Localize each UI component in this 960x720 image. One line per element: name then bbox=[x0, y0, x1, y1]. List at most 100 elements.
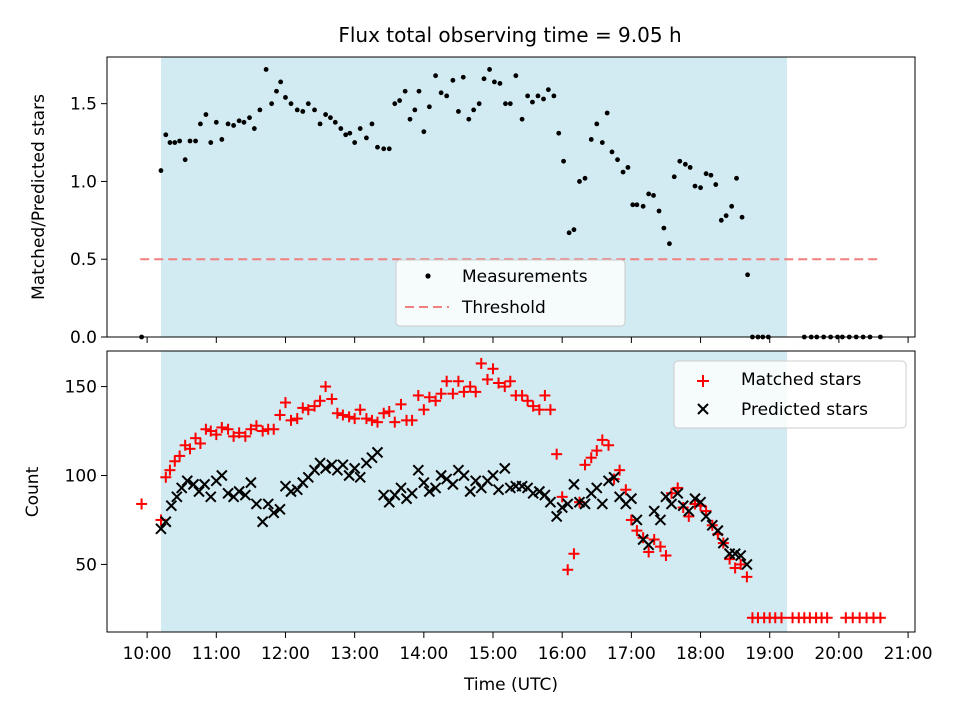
matched-star-point bbox=[533, 404, 545, 416]
matched-star-point bbox=[331, 407, 343, 419]
predicted-star-point bbox=[406, 487, 418, 499]
measurement-point bbox=[604, 110, 610, 116]
measurement-point bbox=[566, 230, 572, 236]
measurement-point bbox=[661, 225, 667, 231]
predicted-star-point bbox=[568, 478, 580, 491]
predicted-star-point bbox=[492, 484, 505, 496]
measurement-point bbox=[364, 135, 369, 141]
legend-threshold-label: Threshold bbox=[461, 298, 546, 318]
x-axis-label: Time (UTC) bbox=[463, 675, 558, 695]
measurement-point bbox=[392, 101, 398, 107]
matched-star-point bbox=[371, 416, 383, 428]
matched-star-point bbox=[493, 377, 505, 389]
measurement-point bbox=[615, 157, 620, 163]
x-tick-label: 17:00 bbox=[607, 644, 656, 664]
predicted-star-point bbox=[631, 514, 643, 526]
predicted-star-point bbox=[371, 446, 384, 459]
matched-star-point bbox=[672, 482, 684, 494]
predicted-star-point bbox=[239, 489, 252, 501]
measurement-point bbox=[416, 88, 422, 94]
measurement-point bbox=[620, 169, 626, 175]
measurement-point bbox=[294, 107, 300, 113]
predicted-star-point bbox=[205, 491, 217, 503]
measurement-point bbox=[599, 140, 605, 145]
matched-star-point bbox=[389, 416, 401, 428]
measurement-point bbox=[739, 214, 745, 220]
matched-star-point bbox=[205, 425, 217, 437]
predicted-star-point bbox=[337, 459, 349, 471]
matched-star-point bbox=[464, 381, 476, 393]
predicted-star-point bbox=[689, 492, 701, 505]
predicted-star-point bbox=[160, 516, 172, 528]
matched-star-point bbox=[724, 553, 736, 565]
matched-star-point bbox=[591, 445, 603, 457]
measurement-point bbox=[729, 203, 735, 209]
predicted-star-point bbox=[193, 485, 205, 498]
top-plot-frame bbox=[106, 56, 916, 338]
measurement-point bbox=[203, 112, 209, 117]
matched-star-point bbox=[423, 391, 435, 403]
predicted-star-point bbox=[291, 484, 303, 496]
matched-star-point bbox=[441, 375, 453, 387]
measurement-point bbox=[269, 101, 275, 107]
measurement-point bbox=[471, 107, 477, 113]
matched-star-point bbox=[210, 429, 222, 441]
measurement-point bbox=[426, 104, 432, 110]
matched-star-point bbox=[677, 502, 689, 514]
measurement-point bbox=[347, 130, 353, 136]
legend-matched-marker bbox=[697, 375, 709, 387]
x-tick-label: 20:00 bbox=[814, 644, 863, 664]
matched-star-point bbox=[184, 443, 196, 455]
measurement-point bbox=[535, 93, 541, 99]
measurement-point bbox=[513, 73, 519, 79]
predicted-star-point bbox=[378, 489, 390, 501]
predicted-star-point bbox=[245, 476, 257, 489]
predicted-star-point bbox=[262, 498, 274, 510]
matched-star-point bbox=[291, 413, 303, 425]
measurement-point bbox=[231, 123, 236, 128]
predicted-star-point bbox=[734, 549, 747, 562]
matched-star-point bbox=[383, 405, 395, 417]
bottom-legend: Matched stars Predicted stars bbox=[673, 360, 907, 429]
top-x-ticks bbox=[146, 337, 909, 343]
matched-star-point bbox=[194, 437, 206, 449]
measurement-point bbox=[338, 126, 344, 131]
bottom-x-axis: 10:00 11:00 12:00 13:00 14:00 15:00 16:00 17:00… bbox=[123, 632, 933, 664]
predicted-star-point bbox=[596, 498, 609, 510]
y-tick-label: 100 bbox=[65, 466, 97, 486]
matched-star-point bbox=[458, 386, 470, 398]
y-tick-label: 1.5 bbox=[70, 95, 97, 115]
matched-star-point bbox=[164, 464, 176, 476]
predicted-star-point bbox=[717, 537, 730, 549]
measurement-point bbox=[561, 158, 566, 164]
x-tick-label: 14:00 bbox=[399, 644, 448, 664]
predicted-star-point bbox=[256, 516, 269, 528]
legend-measurements-label: Measurements bbox=[462, 267, 588, 287]
matched-star-point bbox=[470, 386, 482, 398]
measurement-point bbox=[317, 121, 323, 127]
measurement-point bbox=[386, 146, 392, 152]
predicted-star-point bbox=[268, 507, 280, 519]
measurement-point bbox=[687, 165, 693, 170]
predicted-star-point bbox=[665, 498, 678, 510]
predicted-star-point bbox=[176, 482, 188, 494]
matched-star-point bbox=[274, 409, 286, 421]
predicted-star-point bbox=[660, 491, 672, 503]
predicted-star-point bbox=[712, 524, 724, 537]
matched-star-point bbox=[136, 498, 148, 510]
matched-star-point bbox=[527, 400, 539, 412]
measurement-point bbox=[487, 67, 492, 72]
measurement-point bbox=[634, 202, 640, 208]
top-panel: 0.0 0.5 1.0 1.5 Matched/Predicted stars Mea… bbox=[29, 56, 916, 348]
matched-star-point bbox=[250, 420, 262, 432]
matched-star-point bbox=[418, 404, 430, 416]
predicted-star-point bbox=[683, 505, 695, 517]
matched-star-point bbox=[160, 471, 172, 483]
predicted-star-point bbox=[233, 485, 245, 498]
measurement-point bbox=[247, 115, 252, 121]
y-tick-label: 150 bbox=[65, 378, 97, 398]
predicted-star-point bbox=[308, 464, 321, 476]
measurement-point bbox=[545, 87, 551, 93]
matched-star-point bbox=[302, 404, 314, 416]
